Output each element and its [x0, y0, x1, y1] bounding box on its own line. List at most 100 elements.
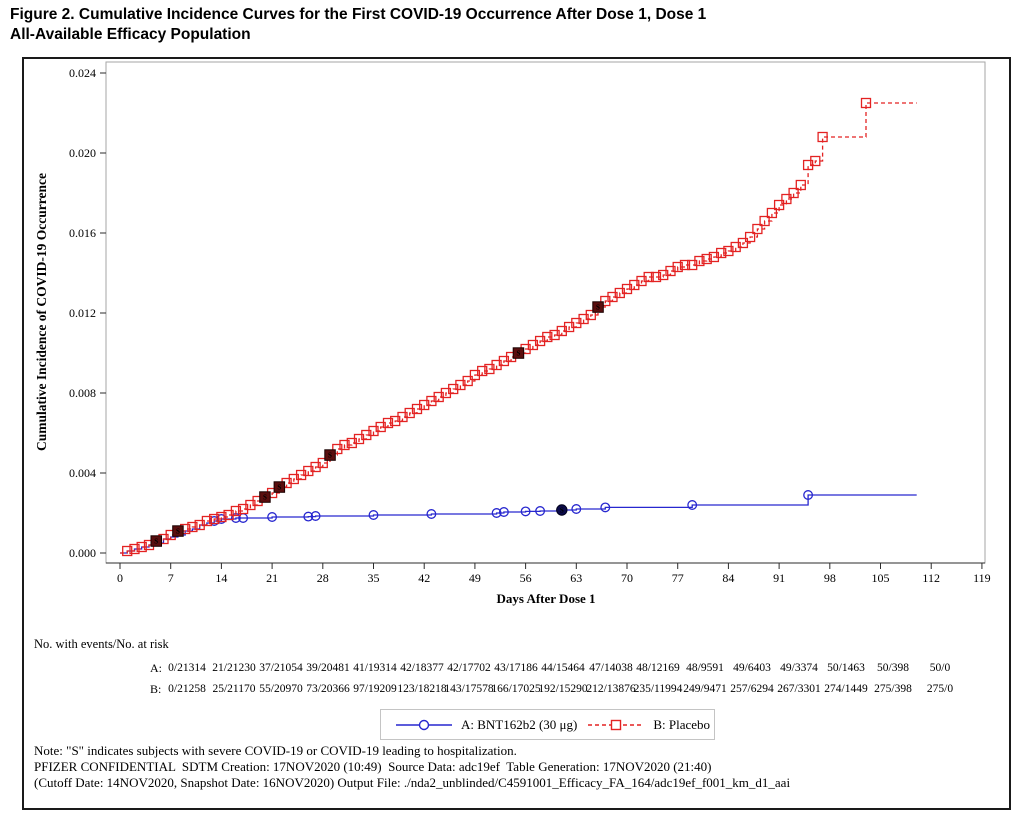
series-a-bnt162b2: S [120, 490, 917, 554]
legend-swatch-line-square-icon [587, 718, 645, 732]
event-marker [781, 193, 792, 205]
event-marker [520, 506, 531, 517]
event-marker [542, 331, 553, 343]
y-tick-label: 0.016 [69, 226, 96, 240]
x-tick-label: 98 [824, 571, 836, 585]
figure-title: Figure 2. Cumulative Incidence Curves fo… [10, 5, 706, 45]
at-risk-cell: 50/398 [877, 662, 909, 674]
event-marker [795, 179, 806, 191]
severe-event-marker [556, 504, 568, 516]
footnote-confidential: PFIZER CONFIDENTIAL SDTM Creation: 17NOV… [34, 759, 712, 774]
footnote-severe-note: Note: "S" indicates subjects with severe… [34, 743, 517, 758]
event-marker [788, 187, 799, 199]
at-risk-cell: 49/3374 [780, 662, 818, 674]
x-tick-label: 35 [368, 571, 380, 585]
figure-box: 0 7 14 21 28 35 42 49 56 63 70 77 84 91 98 105 112 119 Day… [22, 57, 1011, 810]
x-tick-label: 21 [266, 571, 278, 585]
at-risk-cell: 166/17025 [491, 683, 541, 695]
at-risk-cell: 41/19314 [353, 662, 397, 674]
legend-label-b: B: Placebo [653, 716, 711, 732]
at-risk-cell: 42/18377 [400, 662, 444, 674]
at-risk-cell: 275/398 [874, 683, 912, 695]
x-tick-label: 0 [117, 571, 123, 585]
at-risk-cell: 274/1449 [824, 683, 868, 695]
at-risk-cell: 267/3301 [777, 683, 821, 695]
event-marker [187, 521, 198, 533]
at-risk-cell: 25/21170 [212, 683, 256, 695]
event-marker [382, 417, 394, 429]
event-marker [339, 439, 350, 451]
event-marker [129, 543, 140, 555]
at-risk-caption: No. with events/No. at risk [34, 637, 169, 651]
y-tick-label: 0.008 [69, 386, 96, 400]
event-marker [687, 500, 698, 510]
severe-s-glyph: S [328, 452, 332, 460]
x-tick-label: 119 [973, 571, 991, 585]
event-marker [672, 261, 683, 273]
x-tick-label: 28 [317, 571, 329, 585]
series-b-placebo: S S S S S S S [120, 97, 917, 557]
at-risk-cell: 275/0 [926, 683, 954, 695]
y-tick-label: 0.024 [69, 66, 96, 80]
x-tick-label: 63 [570, 571, 582, 585]
x-tick-label: 70 [621, 571, 633, 585]
x-tick-label: 14 [215, 571, 227, 585]
at-risk-cell: 0/21314 [168, 662, 206, 674]
severe-s-glyph: S [516, 350, 520, 358]
event-marker [310, 511, 321, 521]
at-risk-row-label: B: [150, 682, 162, 696]
severe-s-glyph: S [277, 484, 281, 492]
at-risk-cell: 37/21054 [259, 662, 303, 674]
figure-title-line1: Figure 2. Cumulative Incidence Curves fo… [10, 6, 707, 23]
event-marker [209, 513, 220, 525]
severe-event-marker [592, 301, 604, 313]
x-axis: 0 7 14 21 28 35 42 49 56 63 70 77 84 91 98 105 112 119 Day… [117, 563, 991, 606]
at-risk-cell: 73/20366 [306, 683, 350, 695]
at-risk-cell: 123/18218 [397, 683, 447, 695]
event-marker [810, 155, 821, 167]
event-marker [122, 545, 133, 557]
at-risk-cell: 0/21258 [168, 683, 206, 695]
event-marker [136, 541, 147, 553]
event-marker [737, 237, 749, 249]
at-risk-cell: 235/11994 [633, 683, 683, 695]
x-tick-label: 7 [168, 571, 174, 585]
legend-swatch-line-circle-icon [395, 718, 453, 732]
event-marker [744, 231, 756, 243]
severe-event-marker [512, 347, 525, 359]
at-risk-cell: 257/6294 [730, 683, 774, 695]
at-risk-cell: 143/17578 [444, 683, 494, 695]
y-axis-title: Cumulative Incidence of COVID-19 Occurre… [34, 173, 49, 451]
at-risk-cell: 48/9591 [686, 662, 724, 674]
x-tick-label: 84 [722, 571, 734, 585]
at-risk-cell: 48/12169 [636, 662, 680, 674]
severe-s-glyph: S [263, 494, 267, 502]
at-risk-cell: 55/20970 [259, 683, 303, 695]
event-marker [426, 509, 437, 519]
x-tick-label: 105 [872, 571, 890, 585]
x-tick-label: 91 [773, 571, 785, 585]
event-marker [498, 507, 509, 517]
at-risk-cell: 212/13876 [586, 683, 636, 695]
x-axis-title: Days After Dose 1 [496, 591, 595, 606]
severe-event-marker [259, 491, 271, 503]
event-marker [585, 309, 596, 321]
at-risk-row-label: A: [150, 661, 162, 675]
at-risk-cell: 21/21230 [212, 662, 256, 674]
y-axis: 0.000 0.004 0.008 0.012 0.016 0.020 0.024 Cumul… [34, 66, 106, 560]
at-risk-cell: 49/6403 [733, 662, 771, 674]
event-marker [216, 511, 227, 523]
event-marker [491, 508, 502, 518]
severe-s-glyph: S [560, 507, 564, 515]
y-tick-label: 0.020 [69, 146, 96, 160]
at-risk-cell: 50/1463 [827, 662, 865, 674]
x-tick-label: 56 [520, 571, 532, 585]
y-tick-label: 0.000 [69, 546, 96, 560]
event-marker [230, 505, 242, 517]
event-marker [817, 131, 828, 143]
severe-event-marker [273, 481, 286, 493]
severe-event-marker [172, 525, 184, 537]
x-tick-label: 42 [418, 571, 430, 585]
at-risk-cell: 50/0 [929, 662, 951, 674]
